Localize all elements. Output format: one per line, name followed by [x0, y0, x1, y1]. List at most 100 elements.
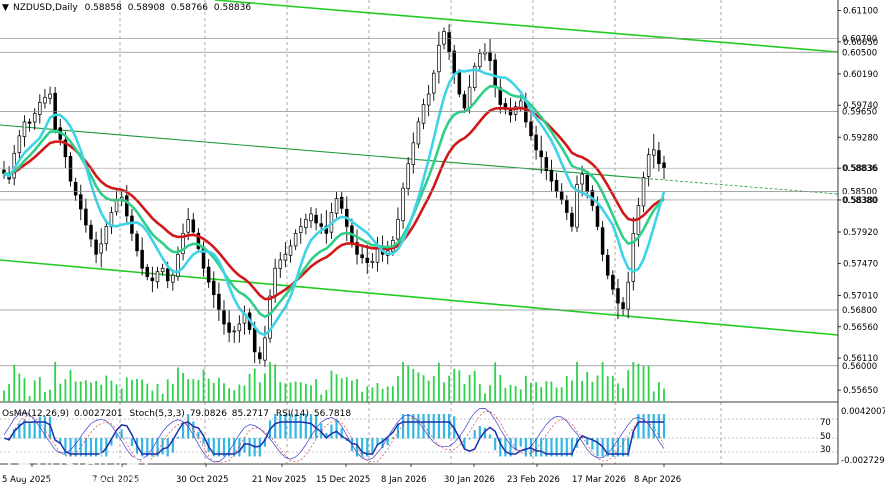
osma-bar-47	[243, 438, 246, 453]
volume-bar-57	[294, 381, 297, 402]
volume-bar-89	[458, 370, 461, 402]
level-tag-bg-3	[839, 162, 885, 175]
candle-body-109	[559, 190, 564, 201]
volume-bar-74	[381, 388, 384, 402]
candle-body-38	[196, 232, 201, 250]
ytick-label-12: 0.55650	[843, 386, 878, 396]
xtick-label-3: 21 Nov 2025	[252, 475, 306, 485]
symbol-label: NZDUSD,Daily 0.58858 0.58908 0.58766 0.5…	[13, 3, 251, 13]
candle-body-36	[186, 219, 190, 233]
candle-body-114	[585, 174, 590, 192]
volume-bar-49	[253, 368, 256, 402]
osma-bar-86	[442, 414, 446, 439]
volume-bar-95	[489, 385, 491, 402]
volume-bar-69	[356, 378, 358, 402]
osma-bar-35	[181, 422, 185, 439]
osma-bar-87	[448, 414, 451, 439]
volume-bar-20	[105, 375, 108, 402]
osma-bar-45	[233, 438, 236, 457]
candle-body-95	[488, 51, 492, 61]
osma-bar-101	[519, 438, 522, 447]
volume-bar-54	[279, 382, 282, 402]
candle-body-31	[160, 267, 165, 273]
volume-bar-19	[100, 384, 103, 402]
candle-body-50	[258, 352, 262, 360]
volume-bar-28	[146, 383, 149, 402]
candle-body-27	[140, 249, 144, 269]
ytick-label-3: 0.59740	[843, 101, 878, 111]
level-tag-bg-5	[839, 193, 885, 206]
volume-bar-46	[238, 384, 241, 402]
candle-body-15	[78, 194, 83, 210]
candle-body-79	[406, 163, 410, 189]
osma-bar-51	[263, 438, 267, 447]
ma-slow-line	[3, 106, 665, 301]
osma-bar-97	[499, 438, 502, 457]
volume-bar-81	[417, 372, 420, 402]
candle-body-78	[401, 187, 405, 222]
candle-body-17	[89, 224, 93, 240]
ytick-label-7: 0.57920	[843, 228, 878, 238]
volume-bar-65	[335, 374, 338, 402]
osma-bar-59	[304, 414, 307, 439]
candle-body-82	[421, 104, 426, 124]
volume-bar-12	[64, 379, 67, 402]
volume-bar-108	[555, 387, 558, 402]
volume-bar-15	[79, 381, 82, 402]
osma-bar-115	[591, 438, 594, 450]
candle-body-5	[27, 121, 32, 124]
symbol-arrow-icon: ▼	[2, 3, 9, 13]
volume-bar-36	[187, 378, 190, 402]
osma-bar-92	[473, 430, 476, 439]
osma-bar-31	[161, 438, 164, 455]
ytick-label-9: 0.57010	[843, 291, 878, 301]
volume-bar-112	[576, 362, 578, 402]
candle-body-106	[544, 157, 549, 172]
volume-bar-35	[182, 372, 184, 402]
level-tag-2: 0.59650	[842, 107, 877, 117]
candle-body-96	[493, 59, 497, 88]
volume-bar-17	[90, 382, 92, 402]
rsi-line	[3, 421, 664, 455]
osma-bar-114	[586, 438, 589, 445]
ytick-label-1: 0.60650	[843, 38, 878, 48]
osma-bar-71	[366, 438, 369, 457]
candle-body-58	[298, 226, 303, 234]
volume-bar-22	[115, 384, 118, 402]
osma-bar-76	[391, 436, 394, 439]
osma-bar-105	[540, 438, 543, 457]
candle-body-83	[426, 93, 431, 106]
volume-bar-92	[473, 370, 476, 402]
volume-bar-103	[530, 382, 532, 402]
volume-bar-84	[432, 376, 435, 402]
volume-bar-127	[652, 391, 655, 402]
volume-bar-44	[228, 388, 231, 402]
candle-body-49	[252, 327, 257, 353]
oscillator-panel: 0.0042007 70 50 30 -0.0027297	[0, 407, 885, 466]
candle-body-26	[135, 233, 139, 252]
candle-body-126	[646, 154, 651, 177]
osma-bar-41	[212, 438, 215, 457]
candle-body-13	[68, 155, 73, 182]
volume-bar-115	[591, 381, 594, 402]
volume-bar-116	[596, 375, 599, 402]
xtick-label-0: 5 Aug 2025	[2, 475, 51, 485]
volume-bar-107	[550, 381, 553, 402]
volume-bar-70	[361, 391, 364, 402]
osma-bar-129	[662, 414, 666, 439]
candle-body-70	[360, 254, 364, 259]
osma-bar-84	[432, 414, 435, 439]
volume-bar-104	[535, 382, 537, 402]
osma-bar-108	[555, 438, 558, 457]
osma-bar-107	[550, 438, 553, 457]
candle-body-52	[268, 295, 272, 339]
volume-bar-71	[366, 386, 369, 402]
volume-bar-86	[443, 382, 445, 402]
volume-bar-129	[663, 388, 665, 402]
volume-bar-98	[504, 387, 507, 402]
volume-bar-61	[315, 379, 317, 402]
osma-bar-78	[401, 414, 405, 439]
osma-bar-118	[606, 438, 609, 457]
candle-body-42	[217, 293, 221, 311]
ytick-label-2: 0.60190	[843, 70, 878, 80]
